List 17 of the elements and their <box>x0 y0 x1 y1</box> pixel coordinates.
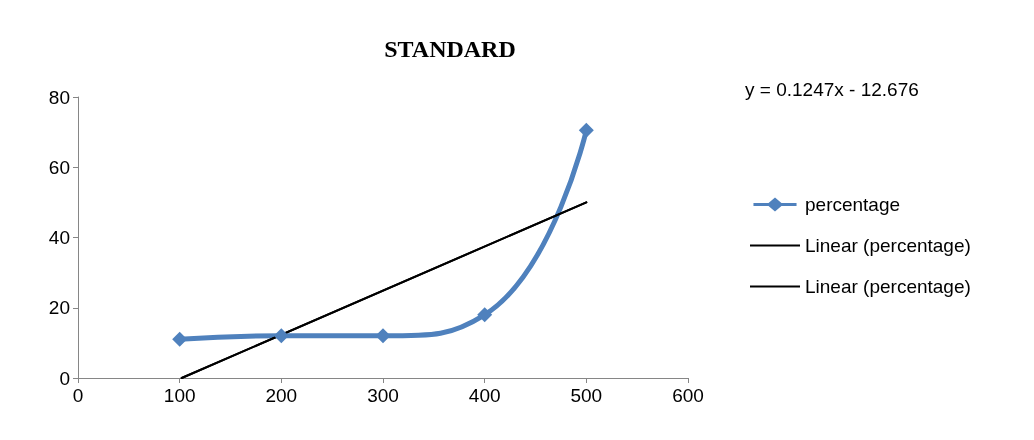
x-tick-label: 100 <box>163 385 196 406</box>
chart-title: STANDARD <box>384 36 516 62</box>
legend-label: Linear (percentage) <box>805 235 971 256</box>
x-tick-label: 300 <box>367 385 399 406</box>
x-tick-label: 500 <box>570 385 603 406</box>
legend-label: percentage <box>805 194 901 215</box>
y-tick-label: 60 <box>48 156 70 178</box>
x-tick-label: 0 <box>72 385 84 406</box>
x-tick-label: 600 <box>672 385 704 406</box>
y-tick-label: 40 <box>48 227 70 248</box>
x-tick-label: 400 <box>468 385 501 406</box>
y-tick-label: 0 <box>59 367 70 389</box>
text: y = 0.1247x - 12.676 <box>745 79 919 100</box>
y-tick-label: 80 <box>48 86 70 108</box>
legend-label: Linear (percentage) <box>805 276 971 297</box>
y-tick-label: 20 <box>48 297 70 319</box>
x-tick-label: 200 <box>265 385 298 406</box>
